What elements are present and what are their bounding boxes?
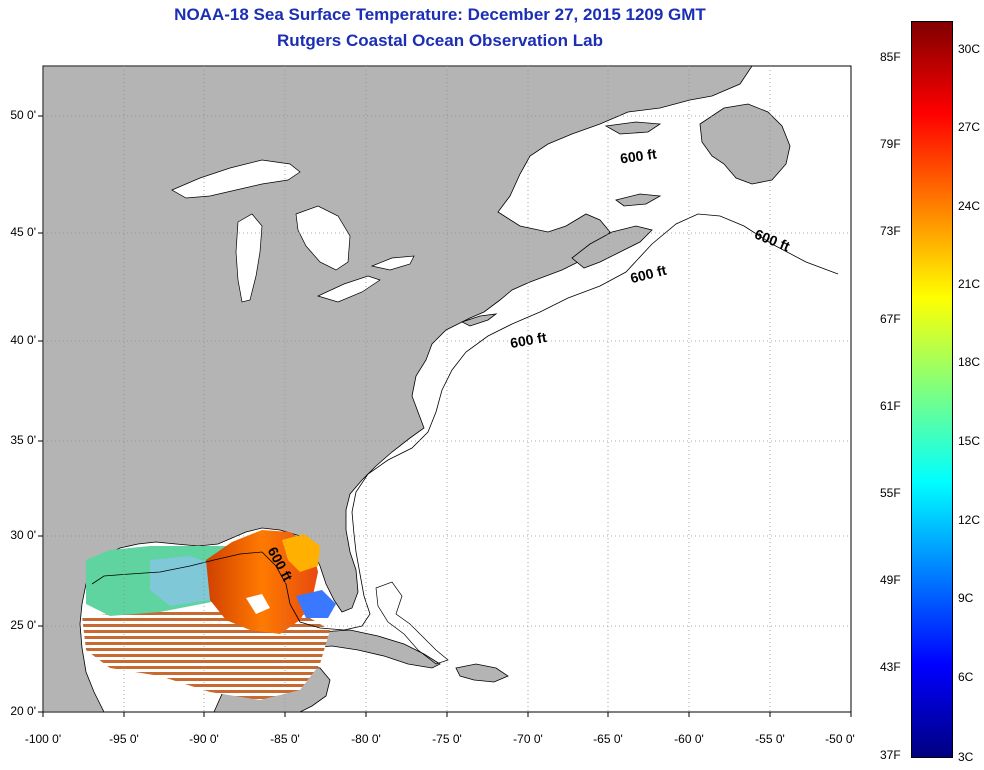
sst-data-region — [82, 530, 336, 700]
colorbar-c-label: 18C — [958, 355, 981, 369]
lon-label: -50 0' — [825, 732, 855, 746]
colorbar-f-label: 49F — [880, 573, 901, 587]
lon-label: -90 0' — [189, 732, 219, 746]
lat-label: 50 0' — [10, 108, 36, 122]
lon-label: -75 0' — [432, 732, 462, 746]
land-long-island — [460, 313, 498, 327]
colorbar-c-label: 9C — [958, 591, 974, 605]
colorbar-c-label: 21C — [958, 277, 981, 291]
colorbar-c-label: 30C — [958, 42, 981, 56]
lat-label: 20 0' — [10, 704, 36, 718]
land-north-america — [43, 66, 753, 712]
map-subtitle: Rutgers Coastal Ocean Observation Lab — [277, 31, 603, 50]
lat-label: 45 0' — [10, 225, 36, 239]
isobath-600ft — [91, 213, 839, 631]
bahamas-banks — [375, 581, 449, 665]
land-anticosti — [604, 121, 662, 135]
lon-label: -85 0' — [270, 732, 300, 746]
lat-label: 25 0' — [10, 618, 36, 632]
lon-label: -55 0' — [755, 732, 785, 746]
grid-lines — [43, 66, 851, 712]
lon-label: -70 0' — [513, 732, 543, 746]
lon-label: -95 0' — [109, 732, 139, 746]
axis-ticks — [38, 115, 852, 717]
lake-superior — [171, 159, 301, 199]
colorbar-c-label: 6C — [958, 670, 974, 684]
lon-label: -65 0' — [593, 732, 623, 746]
land-pei — [615, 193, 662, 207]
colorbar-c-label: 12C — [958, 513, 981, 527]
colorbar-c-label: 27C — [958, 120, 981, 134]
lake-huron — [295, 205, 351, 271]
colorbar-f-label: 79F — [880, 137, 901, 151]
colorbar-c-label: 24C — [958, 199, 981, 213]
colorbar-f-label: 43F — [880, 660, 901, 674]
colorbar-c-label: 15C — [958, 434, 981, 448]
land-newfoundland — [699, 103, 791, 185]
colorbar-f-label: 55F — [880, 486, 901, 500]
lon-label: -60 0' — [674, 732, 704, 746]
lat-label: 30 0' — [10, 528, 36, 542]
lat-label: 40 0' — [10, 333, 36, 347]
lake-ontario — [370, 255, 415, 271]
colorbar-c-label: 3C — [958, 750, 974, 764]
lake-erie — [317, 275, 381, 303]
colorbar-f-label: 85F — [880, 50, 901, 64]
colorbar-f-label: 37F — [880, 748, 901, 762]
colorbar-f-label: 61F — [880, 399, 901, 413]
temperature-colorbar — [911, 21, 953, 758]
land-cuba — [295, 629, 441, 669]
land-hispaniola — [455, 663, 509, 683]
colorbar-f-label: 67F — [880, 312, 901, 326]
colorbar-f-label: 73F — [880, 224, 901, 238]
lon-label: -80 0' — [351, 732, 381, 746]
lake-michigan — [235, 213, 263, 303]
land-nova-scotia — [571, 225, 653, 269]
map-title: NOAA-18 Sea Surface Temperature: Decembe… — [174, 5, 706, 24]
lon-label: -100 0' — [24, 732, 62, 746]
lat-label: 35 0' — [10, 433, 36, 447]
